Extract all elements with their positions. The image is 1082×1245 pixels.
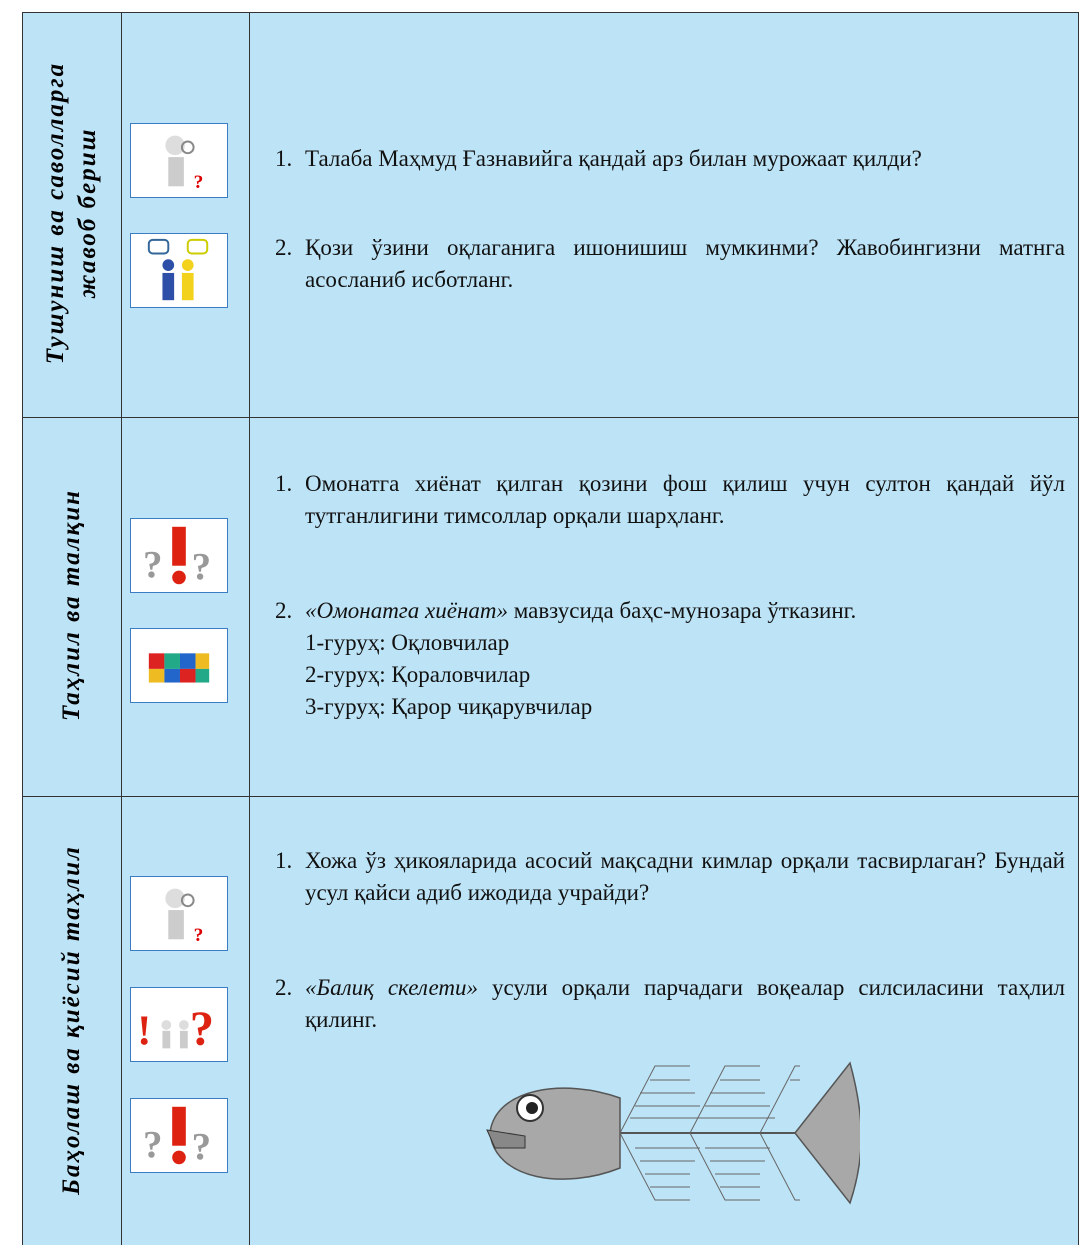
- item-text: мавзусида баҳс-мунозара ўтказинг.: [513, 598, 857, 623]
- question: 2. «Омонатга хиёнат» мавзусида баҳс-муноз…: [275, 595, 1065, 723]
- item-number: 2.: [275, 598, 293, 623]
- label-cell: [22, 12, 123, 419]
- row-label: Тушуниш ва саволларга жавоб бериш: [40, 20, 104, 406]
- icon-puzzle: [130, 628, 228, 703]
- question: 2. «Балиқ скелети» усули орқали парчадаги…: [275, 972, 1065, 1036]
- svg-text:!: !: [137, 1007, 151, 1054]
- group: 3-гуруҳ: Қарор чиқарувчилар: [305, 694, 593, 719]
- group: 2-гуруҳ: Қораловчилар: [305, 662, 531, 687]
- item-text: Хожа ўз ҳикояларида асосий мақсадни кимл…: [305, 848, 1065, 905]
- item-text: усули орқали парчадаги воқеалар силсилас…: [305, 975, 1065, 1032]
- question: 1. Омонатга хиёнат қилган қозини фош қили…: [275, 468, 1065, 532]
- icon-cell: [121, 417, 251, 798]
- svg-text:?: ?: [192, 545, 211, 588]
- icon-dialogue: [130, 233, 228, 308]
- svg-text:?: ?: [192, 1125, 211, 1168]
- item-body: «Омонатга хиёнат» мавзусида баҳс-мунозар…: [305, 595, 1065, 723]
- question: 1. Хожа ўз ҳикояларида асосий мақсадни ки…: [275, 845, 1065, 909]
- svg-text:?: ?: [190, 1001, 214, 1055]
- svg-text:?: ?: [194, 172, 204, 193]
- content-cell: [249, 12, 1079, 419]
- icon-thinker: ?: [130, 876, 228, 951]
- question: 1. Талаба Маҳмуд Ғазнавийга қандай арз би…: [275, 143, 1065, 175]
- content-cell: [249, 796, 1079, 1245]
- item-body: «Балиқ скелети» усули орқали парчадаги в…: [305, 972, 1065, 1036]
- item-quote: «Балиқ скелети»: [305, 975, 478, 1000]
- fish-skeleton: [486, 1061, 860, 1205]
- row-label: Баҳолаш ва қиёсий таҳлил: [56, 800, 88, 1240]
- item-number: 1.: [275, 146, 293, 171]
- svg-text:?: ?: [194, 925, 204, 946]
- item-number: 1.: [275, 471, 293, 496]
- icon-debate: !?: [130, 987, 228, 1062]
- row-label: Таҳлил ва талқин: [56, 420, 88, 790]
- item-number: 1.: [275, 848, 293, 873]
- label-line: Таҳлил ва талқин: [58, 488, 85, 722]
- item-text: Омонатга хиёнат қилган қозини фош қилиш …: [305, 471, 1065, 528]
- question: 2. Қози ўзини оқлаганига ишонишиш мумкинм…: [275, 232, 1065, 296]
- group: 1-гуруҳ: Оқловчилар: [305, 630, 510, 655]
- item-text: Талаба Маҳмуд Ғазнавийга қандай арз била…: [305, 146, 922, 171]
- label-line: Баҳолаш ва қиёсий таҳлил: [58, 845, 85, 1195]
- icon-thinker: ?: [130, 123, 228, 198]
- label-line: Тушуниш ва саволларга: [42, 61, 69, 365]
- label-line: жавоб бериш: [74, 127, 101, 299]
- item-quote: «Омонатга хиёнат»: [305, 598, 508, 623]
- item-text: Қози ўзини оқлаганига ишонишиш мумкинми?…: [305, 235, 1065, 292]
- icon-question: ??: [130, 518, 228, 593]
- item-number: 2.: [275, 235, 293, 260]
- label-cell: [22, 417, 123, 798]
- icon-cell: [121, 12, 251, 419]
- svg-text:?: ?: [143, 543, 162, 586]
- svg-text:?: ?: [143, 1123, 162, 1166]
- icon-question: ??: [130, 1098, 228, 1173]
- item-number: 2.: [275, 975, 293, 1000]
